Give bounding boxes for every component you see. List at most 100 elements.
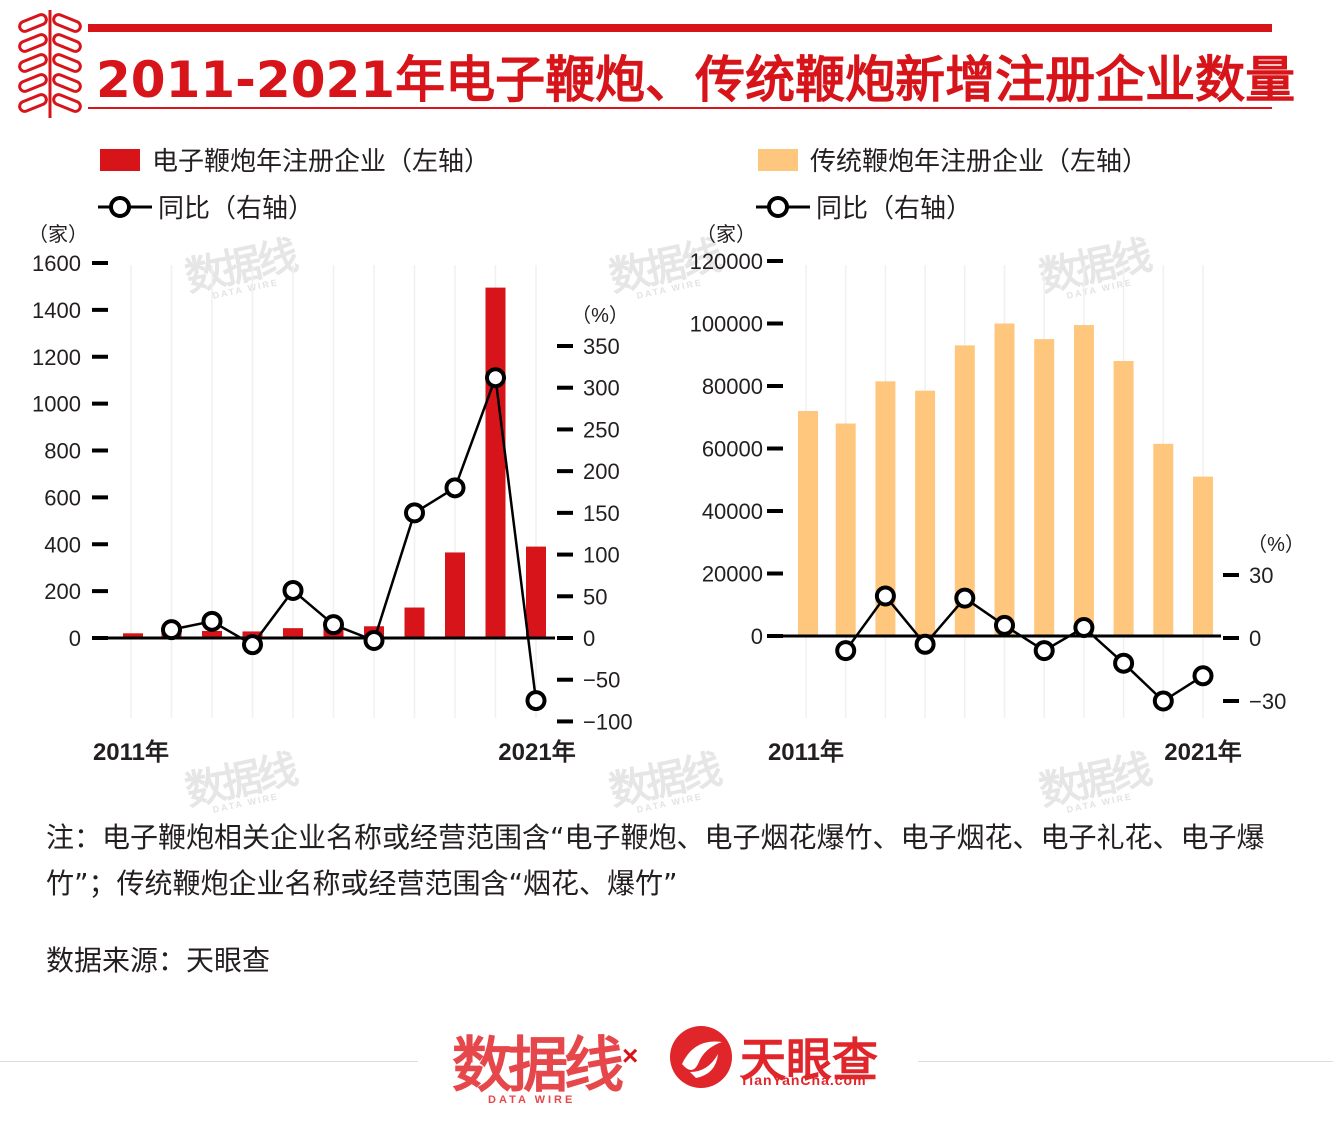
legend-left-bar: 电子鞭炮年注册企业（左轴） — [100, 141, 490, 178]
firecracker-icon — [18, 10, 82, 118]
bar-传统鞭炮年注册企业 — [1153, 443, 1174, 636]
right-axis-tick-label: 0 — [583, 626, 595, 651]
header-bar — [88, 24, 1272, 32]
left-axis-tick-label: 600 — [44, 485, 81, 510]
legend-swatch-electronic — [100, 148, 140, 171]
right-axis-tick-label: 300 — [583, 376, 620, 401]
right-axis-tick-label: −50 — [583, 668, 620, 693]
right-axis-tick-label: 200 — [583, 459, 620, 484]
bar-电子鞭炮年注册企业 — [485, 287, 506, 638]
datawire-logo-sub: DATA WIRE — [488, 1094, 576, 1106]
left-axis-tick-label: 60000 — [702, 437, 763, 462]
title-rule — [88, 107, 1272, 109]
bar-传统鞭炮年注册企业 — [1113, 361, 1134, 636]
left-axis-tick-label: 800 — [44, 439, 81, 464]
times-separator: × — [622, 1040, 639, 1071]
yoy-point — [485, 367, 506, 389]
yoy-point — [201, 610, 223, 632]
left-axis-unit: （家） — [28, 223, 88, 246]
bar-电子鞭炮年注册企业 — [526, 546, 546, 638]
firecracker-tube — [52, 53, 82, 73]
chart-area: 02004006008001000120014001600（家）−100−500… — [28, 223, 1305, 766]
bar-传统鞭炮年注册企业 — [994, 323, 1015, 636]
bar-传统鞭炮年注册企业 — [1034, 339, 1055, 636]
right-axis-tick-label: 50 — [583, 584, 607, 609]
legend-line-marker-icon — [756, 195, 810, 218]
yoy-point — [914, 633, 936, 655]
bar-传统鞭炮年注册企业 — [1073, 325, 1094, 636]
left-axis-tick-label: 1600 — [32, 251, 81, 276]
yoy-point — [1152, 690, 1174, 712]
yoy-point — [525, 690, 547, 712]
datawire-logo: 数据线 — [452, 1031, 624, 1101]
legend-line-marker-icon — [98, 195, 152, 218]
right-axis-unit: （%） — [1247, 533, 1305, 556]
footer-rule — [0, 1061, 418, 1062]
bar-电子鞭炮年注册企业 — [445, 552, 465, 638]
left-axis-tick-label: 200 — [44, 579, 81, 604]
yoy-point — [161, 619, 182, 641]
firecracker-tube — [18, 53, 48, 73]
yoy-point — [835, 640, 857, 662]
legend-label: 电子鞭炮年注册企业（左轴） — [152, 147, 491, 177]
bar-传统鞭炮年注册企业 — [875, 381, 896, 636]
x-label-last: 2021年 — [498, 738, 575, 766]
right-axis-tick-label: 350 — [583, 334, 620, 359]
left-axis-tick-label: 1200 — [32, 345, 81, 370]
right-axis-tick-label: 250 — [583, 417, 620, 442]
right-axis-tick-label: 150 — [583, 501, 620, 526]
bar-传统鞭炮年注册企业 — [1193, 476, 1213, 636]
left-axis-unit: （家） — [696, 223, 756, 246]
firecracker-tube — [18, 13, 48, 33]
x-label-first: 2011年 — [93, 738, 169, 766]
tianyancha-logo-text: 天眼查 — [740, 1033, 878, 1087]
bar-电子鞭炮年注册企业 — [404, 607, 425, 638]
yoy-line — [844, 593, 1204, 703]
yoy-point — [1192, 665, 1214, 687]
legend-right-line: 同比（右轴） — [756, 188, 972, 225]
legend-label: 同比（右轴） — [158, 194, 315, 224]
yoy-point — [363, 630, 385, 652]
yoy-point — [404, 502, 425, 524]
left-axis-tick-label: 120000 — [690, 249, 763, 274]
legend-right-bar: 传统鞭炮年注册企业（左轴） — [758, 141, 1148, 178]
yoy-point — [1073, 617, 1095, 638]
firecracker-tube — [18, 73, 48, 93]
left-axis-tick-label: 100000 — [690, 312, 763, 337]
right-axis-tick-label: −30 — [1249, 689, 1286, 714]
yoy-point — [994, 614, 1015, 636]
right-axis-tick-label: 30 — [1249, 563, 1273, 588]
bar-传统鞭炮年注册企业 — [798, 411, 818, 636]
bar-传统鞭炮年注册企业 — [915, 390, 936, 636]
right-axis-unit: （%） — [571, 304, 629, 327]
right-axis-tick-label: 0 — [1249, 626, 1261, 651]
bar-电子鞭炮年注册企业 — [202, 630, 222, 638]
legend-label: 传统鞭炮年注册企业（左轴） — [810, 147, 1149, 177]
left-axis-tick-label: 1400 — [32, 298, 81, 323]
footer-rule — [918, 1061, 1333, 1062]
tianyancha-logo-sub: TianYanCha.com — [740, 1072, 867, 1088]
legend-left-line: 同比（右轴） — [98, 188, 314, 225]
left-axis-tick-label: 20000 — [702, 562, 763, 587]
tianyancha-logo-icon — [670, 1026, 732, 1088]
firecracker-tube — [18, 93, 48, 113]
yoy-point — [954, 587, 976, 609]
left-axis-tick-label: 80000 — [702, 374, 763, 399]
left-axis-tick-label: 0 — [751, 624, 763, 649]
bar-传统鞭炮年注册企业 — [954, 345, 975, 636]
data-source: 数据来源：天眼查 — [46, 944, 271, 977]
yoy-line — [171, 377, 538, 701]
bar-电子鞭炮年注册企业 — [123, 633, 143, 638]
legend-swatch-traditional — [758, 148, 798, 171]
yoy-point — [282, 579, 304, 601]
yoy-point — [444, 477, 466, 499]
yoy-point — [242, 634, 263, 656]
x-label-last: 2021年 — [1164, 738, 1241, 766]
bar-电子鞭炮年注册企业 — [283, 628, 303, 638]
legend-label: 同比（右轴） — [816, 194, 973, 224]
chart-note: 注：电子鞭炮相关企业名称或经营范围含“电子鞭炮、电子烟花爆竹、电子烟花、电子礼花… — [46, 821, 1265, 900]
yoy-point — [323, 614, 344, 636]
yoy-point — [1113, 652, 1135, 674]
page-title: 2011-2021年电子鞭炮、传统鞭炮新增注册企业数量 — [96, 51, 1296, 109]
right-axis-tick-label: 100 — [583, 543, 620, 568]
